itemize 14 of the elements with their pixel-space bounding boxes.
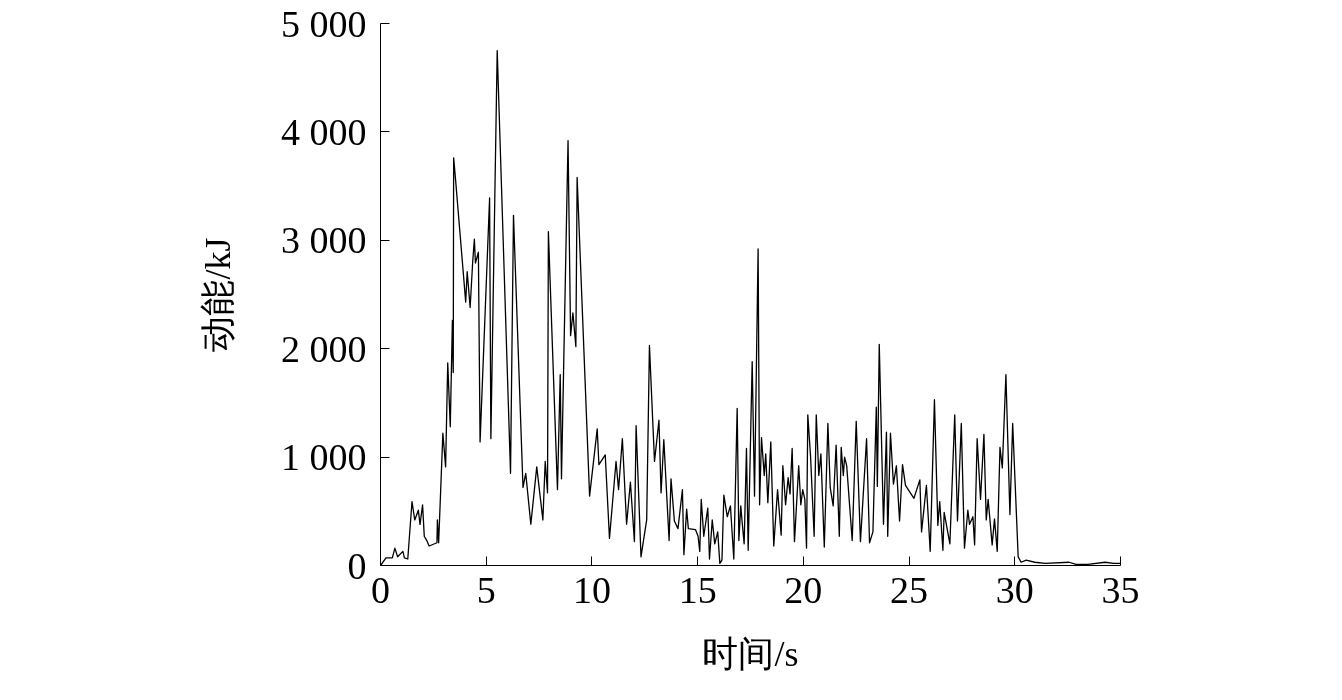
x-tick-label: 35	[1101, 568, 1140, 611]
y-tick-label: 3 000	[281, 219, 367, 262]
y-tick-label: 4 000	[281, 110, 367, 153]
y-axis-title: 动能/kJ	[198, 237, 238, 352]
y-tick-label: 2 000	[281, 327, 367, 370]
x-tick-label: 30	[995, 568, 1034, 611]
y-tick-label: 1 000	[281, 436, 367, 479]
x-tick-label: 5	[476, 568, 496, 611]
x-axis-title: 时间/s	[702, 633, 799, 674]
x-tick-label: 15	[678, 568, 717, 611]
x-tick-label: 20	[784, 568, 823, 611]
x-tick-label: 25	[890, 568, 929, 611]
y-tick-label: 5 000	[281, 2, 367, 45]
x-tick-label: 10	[572, 568, 611, 611]
